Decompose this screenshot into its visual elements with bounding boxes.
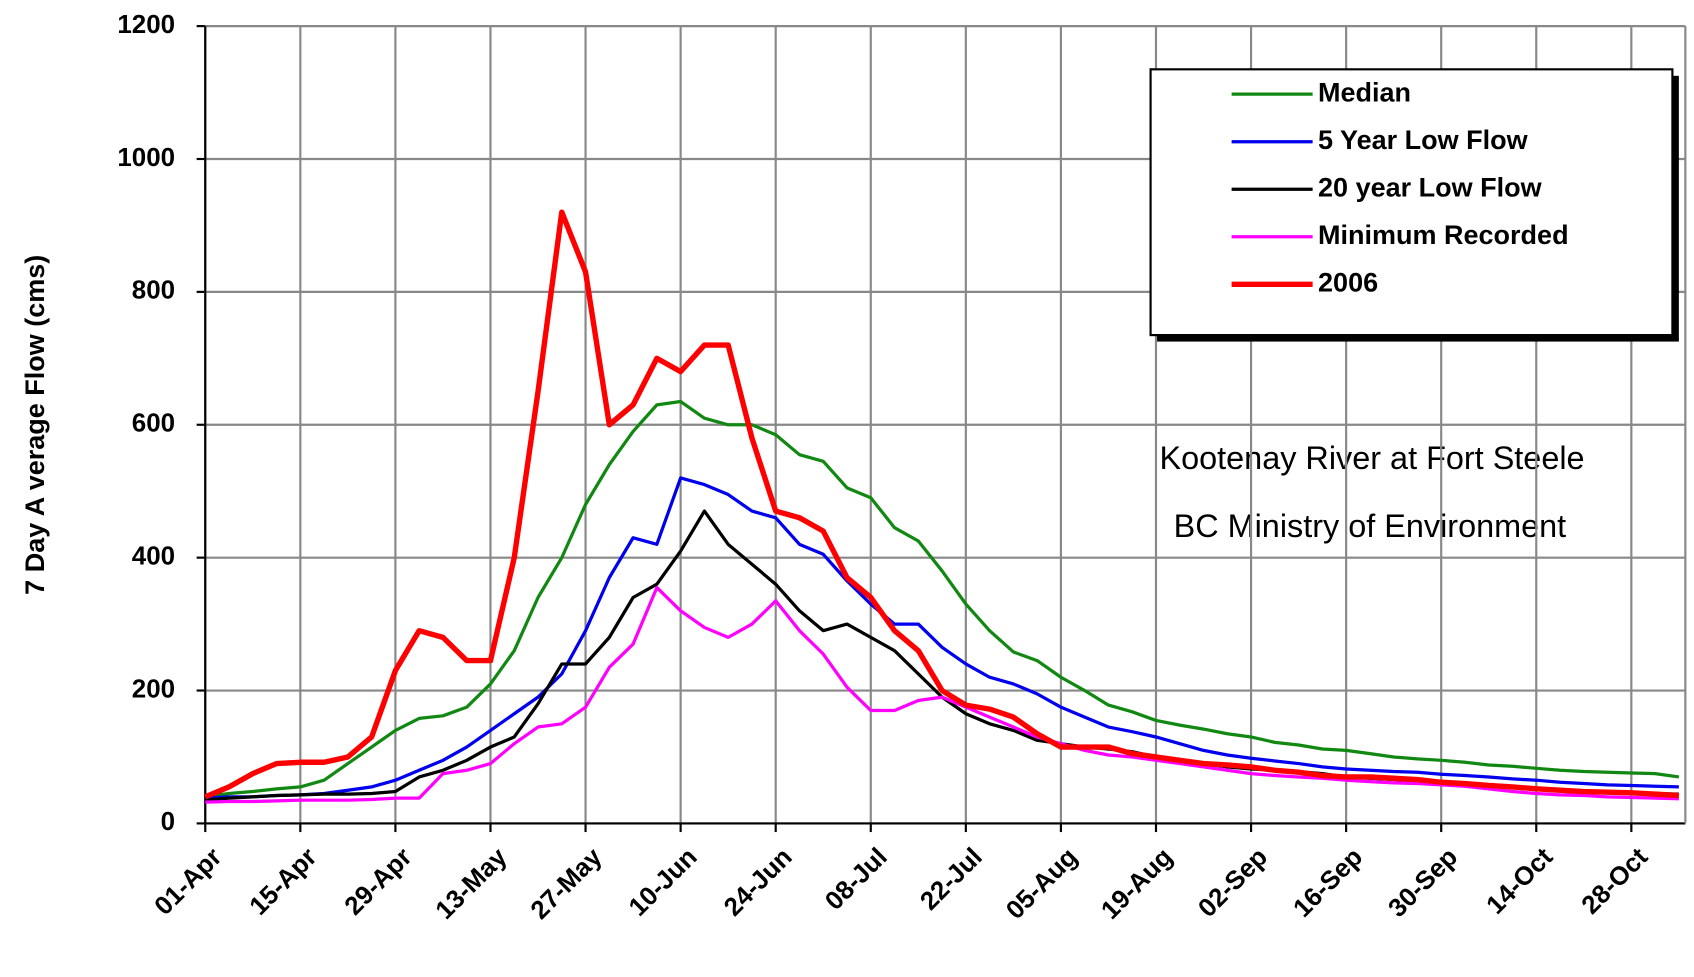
chart: 7 Day A verage Flow (cms) Kootenay River… [0, 0, 1694, 977]
y-tick-label: 1000 [117, 144, 175, 172]
legend-label: 20 year Low Flow [1318, 172, 1543, 202]
legend-label: 2006 [1318, 267, 1378, 297]
y-axis-label: 7 Day A verage Flow (cms) [20, 255, 50, 595]
legend-label: Median [1318, 77, 1411, 107]
y-tick-label: 800 [132, 277, 175, 305]
legend-label: Minimum Recorded [1318, 220, 1569, 250]
legend-label: 5 Year Low Flow [1318, 125, 1529, 155]
y-tick-label: 200 [132, 675, 175, 703]
y-tick-label: 600 [132, 410, 175, 438]
annotation: BC Ministry of Environment [1174, 508, 1567, 544]
y-tick-label: 1200 [117, 11, 175, 39]
y-tick-label: 0 [161, 808, 175, 836]
y-tick-label: 400 [132, 542, 175, 570]
annotation: Kootenay River at Fort Steele [1159, 440, 1584, 476]
